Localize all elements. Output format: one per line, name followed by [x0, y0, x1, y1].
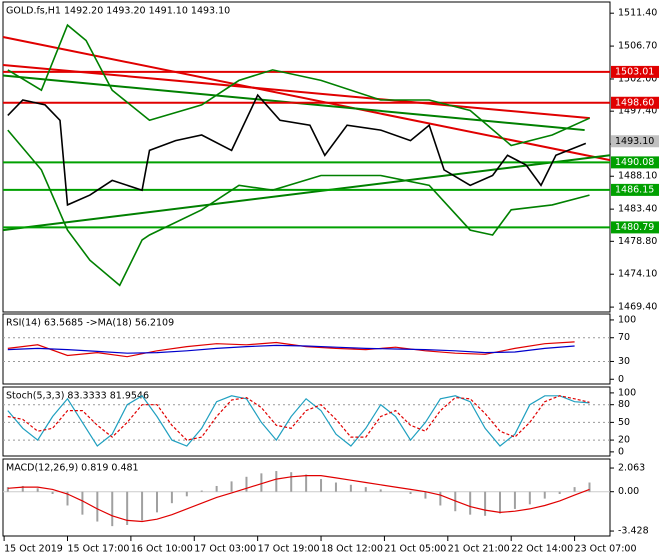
y-tick-label: 100 [618, 314, 636, 325]
panel-frame [2, 458, 611, 537]
y-tick-label: 0 [618, 446, 624, 457]
y-tick-label: 1506.70 [618, 41, 657, 52]
x-tick-label: 16 Oct 10:00 [131, 544, 193, 555]
price-level-label: 1486.15 [615, 184, 654, 195]
x-tick-label: 17 Oct 19:00 [258, 544, 320, 555]
x-tick-label: 23 Oct 07:00 [575, 544, 637, 555]
series-line [7, 341, 575, 358]
panel-frame [2, 1, 611, 313]
y-tick-label: 1469.40 [618, 302, 657, 313]
price-level-tag [611, 96, 659, 109]
series-line [7, 129, 590, 287]
y-tick-label: 1497.40 [618, 106, 657, 117]
y-tick-label: 100 [618, 387, 636, 398]
x-tick-label: 18 Oct 12:00 [321, 544, 383, 555]
panel: MACD(12,26,9) 0.819 0.481 2.063 0.00 -3.428 [2, 458, 649, 537]
y-tick-label: 30 [618, 356, 630, 367]
panel-frame [2, 313, 611, 385]
y-tick-label: 0.00 [618, 486, 639, 497]
x-tick-label: 22 Oct 14:00 [511, 544, 573, 555]
y-tick-label: 1511.40 [618, 8, 657, 19]
trend-line [2, 36, 611, 162]
panel-frame [2, 386, 611, 457]
series-line [7, 395, 590, 441]
panel-title: Stoch(5,3,3) 83.3333 81.9546 [6, 391, 149, 402]
series-line [7, 395, 590, 447]
y-tick-label: 20 [618, 435, 630, 446]
y-tick-label: -3.428 [618, 526, 649, 537]
panel-title: MACD(12,26,9) 0.819 0.481 [6, 463, 139, 474]
price-level-label: 1480.79 [615, 222, 654, 233]
series-line [7, 475, 590, 523]
current-price-tag [611, 135, 659, 148]
y-tick-label: 1488.10 [618, 171, 657, 182]
series-line [7, 93, 587, 207]
panel: GOLD.fs,H1 1492.20 1493.20 1491.10 1493.… [2, 1, 659, 313]
panel-title: GOLD.fs,H1 1492.20 1493.20 1491.10 1493.… [6, 6, 230, 17]
panel-title: RSI(14) 63.5685 ->MA(18) 56.2109 [6, 318, 174, 329]
y-tick-label: 0 [618, 374, 624, 385]
x-tick-label: 15 Oct 17:00 [68, 544, 130, 555]
x-tick-label: 21 Oct 21:00 [448, 544, 510, 555]
y-tick-label: 80 [618, 399, 630, 410]
price-level-tag [611, 183, 659, 196]
current-price-label: 1493.10 [615, 136, 654, 147]
y-tick-label: 1474.10 [618, 269, 657, 280]
price-level-label: 1498.60 [615, 97, 654, 108]
x-tick-label: 21 Oct 05:00 [384, 544, 446, 555]
y-tick-label: 70 [618, 332, 630, 343]
panel: RSI(14) 63.5685 ->MA(18) 56.2109 100 70 30 0 [2, 313, 636, 385]
y-tick-label: 2.063 [618, 463, 645, 474]
price-level-label: 1503.01 [615, 66, 654, 77]
series-line [7, 344, 575, 354]
y-tick-label: 1483.40 [618, 204, 657, 215]
price-level-tag [611, 65, 659, 78]
series-line [7, 23, 590, 147]
x-tick-label: 15 Oct 2019 [4, 544, 63, 555]
price-level-tag [611, 156, 659, 169]
y-tick-label: 50 [618, 417, 630, 428]
price-level-tag [611, 221, 659, 234]
y-tick-label: 1502.00 [618, 73, 657, 84]
price-level-label: 1490.08 [615, 157, 654, 168]
y-tick-label: 1478.80 [618, 236, 657, 247]
x-tick-label: 17 Oct 03:00 [194, 544, 256, 555]
trend-line [2, 63, 590, 120]
trend-line [2, 154, 611, 232]
